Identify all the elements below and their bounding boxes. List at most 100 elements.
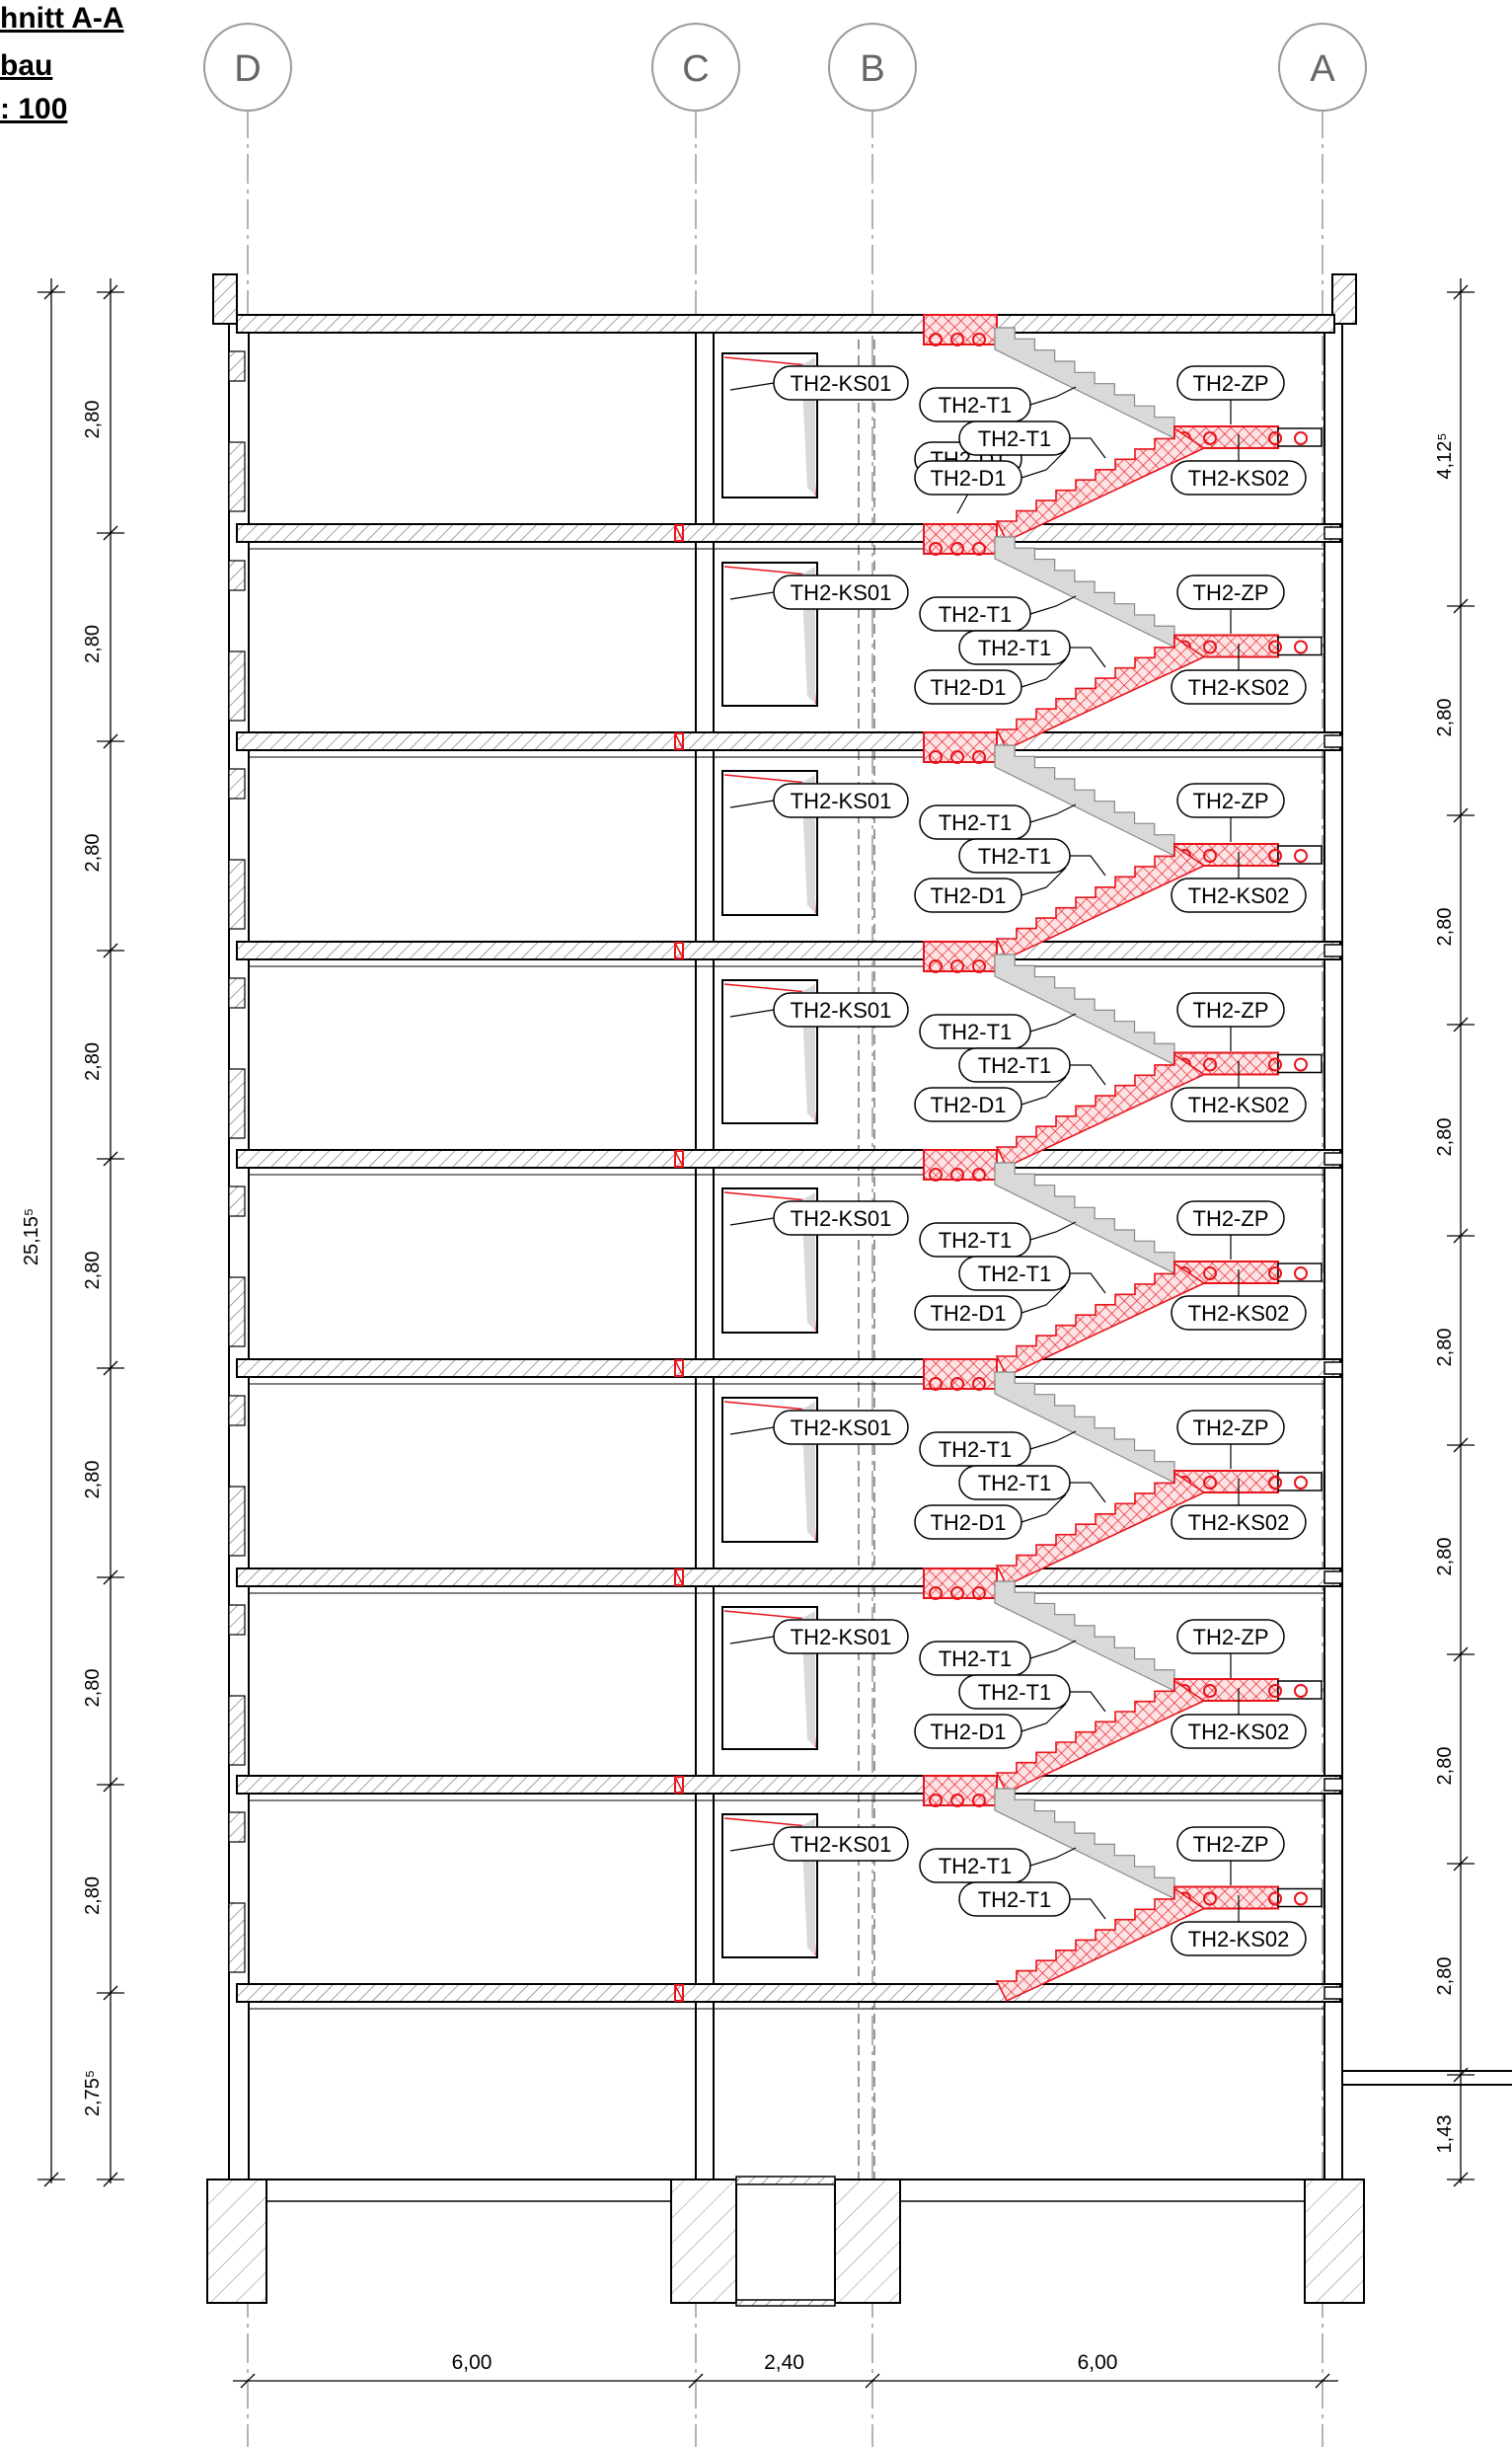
label-ks02: TH2-KS02	[1188, 1301, 1290, 1326]
landing-anchor	[1203, 431, 1217, 445]
dim-tick	[43, 2172, 59, 2187]
facade-block	[228, 768, 246, 800]
label-ks01: TH2-KS01	[791, 1625, 892, 1649]
fire-marker	[674, 942, 684, 959]
dim-tick	[103, 733, 118, 749]
landing-anchor	[1294, 849, 1308, 863]
fire-marker	[674, 1568, 684, 1586]
leader-line	[729, 800, 775, 808]
landing-bearing	[1277, 1053, 1323, 1074]
title-line-3: : 100	[0, 93, 68, 125]
dim-tick	[688, 2373, 704, 2389]
dim-bottom-segment: 2,40	[764, 2351, 804, 2374]
dim-tick	[1453, 1646, 1469, 1662]
dim-tick	[103, 2172, 118, 2187]
dim-tick	[240, 2373, 256, 2389]
stair-flight-upper	[994, 1580, 1175, 1692]
leader-line	[1070, 1691, 1106, 1713]
parapet-left	[212, 273, 238, 325]
stair-flight-upper	[994, 536, 1175, 649]
label-t1-upper: TH2-T1	[939, 1646, 1013, 1671]
fire-marker	[674, 1776, 684, 1794]
label-t1-lower: TH2-T1	[978, 426, 1052, 451]
stair-anchor	[972, 1586, 986, 1600]
landing-anchor	[1268, 1476, 1282, 1490]
label-t1-lower: TH2-T1	[978, 636, 1052, 660]
stair-anchor	[972, 750, 986, 764]
leader-line	[1070, 647, 1106, 668]
stair-anchor	[929, 1377, 943, 1391]
fire-marker	[674, 1984, 684, 2002]
label-ks02: TH2-KS02	[1188, 675, 1290, 700]
label-ks01: TH2-KS01	[791, 1206, 892, 1231]
dim-left-segment: 2,80	[82, 1669, 104, 1708]
dim-tick	[1315, 2373, 1330, 2389]
stair-flight-lower	[995, 1887, 1206, 2003]
fire-marker	[674, 732, 684, 750]
leader-line	[1070, 1272, 1106, 1294]
dim-right-segment: 2,80	[1434, 1747, 1456, 1786]
title-line-1: hnitt A-A	[0, 2, 124, 35]
landing-bearing	[1277, 1680, 1323, 1700]
label-t1-lower: TH2-T1	[978, 1680, 1052, 1705]
foundation	[834, 2179, 901, 2304]
foundation	[206, 2179, 267, 2304]
leader-line	[1029, 1013, 1077, 1032]
landing-anchor	[1203, 640, 1217, 654]
facade-block	[228, 1604, 246, 1636]
leader-line	[1021, 867, 1067, 896]
stair-flight-upper	[994, 1788, 1175, 1900]
axis-label: C	[682, 48, 709, 90]
leader-line	[1021, 1284, 1067, 1314]
fire-marker	[674, 942, 684, 959]
door-swing	[723, 1401, 808, 1411]
stair-anchor	[950, 1586, 964, 1600]
label-ks01: TH2-KS01	[791, 998, 892, 1023]
stair-anchor	[950, 1168, 964, 1182]
label-d1: TH2-D1	[930, 466, 1006, 491]
dim-right-segment: 2,80	[1434, 1957, 1456, 1996]
dim-tick	[1453, 1856, 1469, 1872]
stair-anchor	[950, 542, 964, 556]
pit-bottom	[735, 2299, 836, 2307]
label-zp: TH2-ZP	[1193, 789, 1269, 813]
dim-tick	[1453, 2067, 1469, 2083]
fire-marker	[674, 1776, 684, 1794]
dim-right-segment: 1,43	[1434, 2115, 1456, 2154]
dim-right-segment: 2,80	[1434, 1538, 1456, 1576]
landing-anchor	[1203, 849, 1217, 863]
label-d1: TH2-D1	[930, 1720, 1006, 1744]
stair-flight-upper	[994, 1162, 1175, 1274]
slab-end	[1323, 1361, 1343, 1375]
stair-anchor	[972, 542, 986, 556]
label-t1-lower: TH2-T1	[978, 1262, 1052, 1286]
stair-flight-lower	[995, 1471, 1206, 1587]
dim-tick	[103, 1151, 118, 1167]
floor-slab	[236, 1358, 1341, 1378]
dim-bottom-segment: 6,00	[452, 2351, 492, 2374]
label-ks01: TH2-KS01	[791, 371, 892, 396]
dim-tick	[103, 1360, 118, 1376]
leader-line	[1070, 437, 1106, 459]
label-zp: TH2-ZP	[1193, 1625, 1269, 1649]
fire-marker	[674, 1984, 684, 2002]
facade-block	[228, 977, 246, 1009]
floor-slab	[236, 1983, 1341, 2003]
landing-anchor	[1294, 1476, 1308, 1490]
door-swing	[723, 774, 808, 784]
door-swing	[723, 1610, 808, 1620]
dim-left-segment: 2,80	[82, 834, 104, 873]
dim-tick	[865, 2373, 880, 2389]
label-d1: TH2-D1	[930, 883, 1006, 908]
dim-left-segment: 2,80	[82, 1876, 104, 1915]
leader-line	[1070, 855, 1106, 877]
label-t1-upper: TH2-T1	[939, 1020, 1013, 1044]
leader-line	[729, 1217, 775, 1226]
stair-flight-upper	[994, 744, 1175, 857]
stair-flight-lower	[995, 1053, 1206, 1169]
label-t1-lower: TH2-T1	[978, 1471, 1052, 1495]
stair-anchor	[950, 750, 964, 764]
dim-right-segment: 2,80	[1434, 1118, 1456, 1157]
leader-line	[729, 1009, 775, 1018]
stair-anchor	[929, 333, 943, 346]
